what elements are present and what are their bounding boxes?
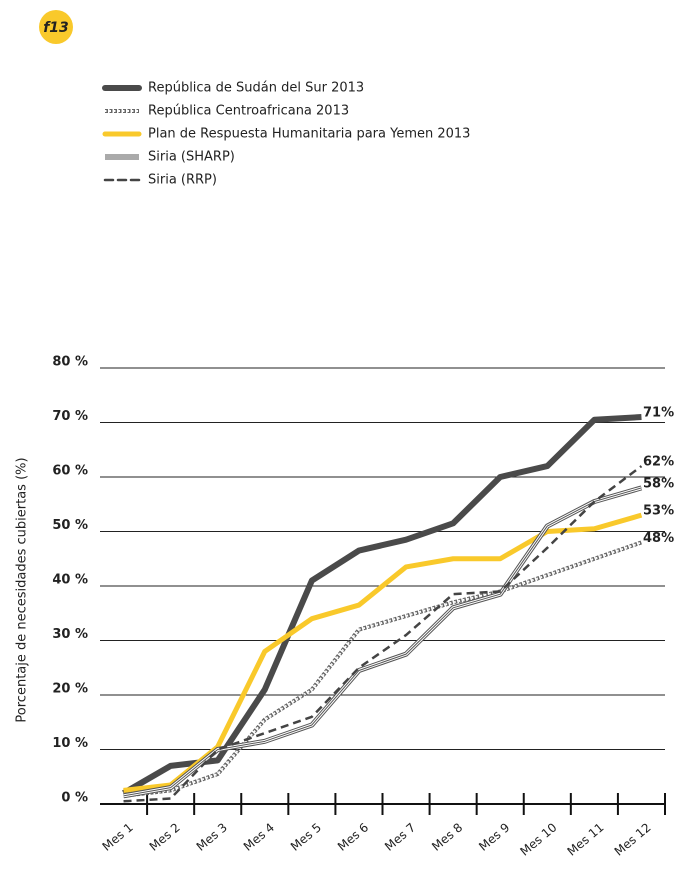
x-tick-label: Mes 4 — [241, 820, 277, 854]
y-tick-label: 80 % — [52, 355, 88, 370]
y-tick-label: 50 % — [52, 518, 88, 533]
legend-label: Plan de Respuesta Humanitaria para Yemen… — [148, 127, 470, 142]
x-tick-label: Mes 5 — [288, 820, 324, 854]
y-axis-label: Porcentaje de necesidades cubiertas (%) — [15, 457, 30, 722]
y-tick-label: 60 % — [52, 464, 88, 479]
x-tick-label: Mes 12 — [612, 820, 654, 858]
y-tick-label: 40 % — [52, 573, 88, 588]
y-tick-label: 0 % — [61, 791, 88, 806]
y-tick-label: 70 % — [52, 409, 88, 424]
badge: f13 — [43, 20, 69, 36]
end-label: 48% — [643, 531, 674, 546]
line-outline — [123, 540, 643, 798]
y-tick-label: 10 % — [52, 736, 88, 751]
end-label: 62% — [643, 455, 674, 470]
legend-label: Siria (SHARP) — [148, 150, 235, 165]
x-tick-label: Mes 11 — [565, 820, 607, 858]
x-tick-label: Mes 7 — [382, 820, 418, 854]
line — [123, 465, 643, 803]
legend-label: República Centroafricana 2013 — [148, 104, 349, 119]
end-label: 53% — [643, 504, 674, 519]
legend-label: República de Sudán del Sur 2013 — [148, 81, 364, 96]
end-label: 58% — [643, 476, 674, 491]
badge-circle — [39, 10, 73, 44]
y-tick-label: 30 % — [52, 627, 88, 642]
line — [123, 487, 642, 797]
x-tick-label: Mes 3 — [194, 820, 230, 854]
legend-label: Siria (RRP) — [148, 173, 217, 188]
x-tick-label: Mes 10 — [517, 820, 559, 858]
x-tick-label: Mes 6 — [335, 820, 371, 854]
x-tick-label: Mes 1 — [100, 820, 136, 854]
end-label: 71% — [643, 406, 674, 421]
y-tick-label: 20 % — [52, 682, 88, 697]
x-tick-label: Mes 2 — [147, 820, 183, 854]
x-tick-label: Mes 8 — [429, 820, 465, 854]
line — [122, 414, 642, 796]
x-tick-label: Mes 9 — [476, 820, 512, 854]
